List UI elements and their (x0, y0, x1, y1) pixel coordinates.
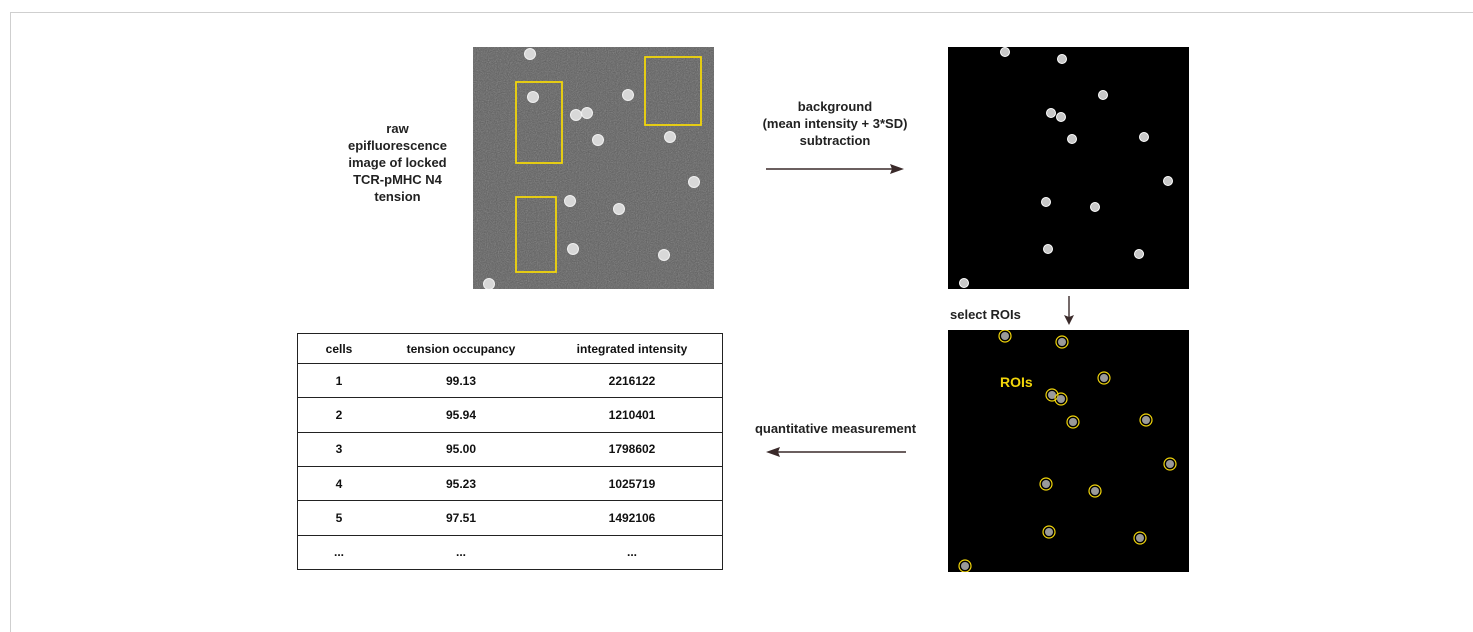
cell-spot (564, 195, 576, 207)
cell-spot (1069, 418, 1077, 426)
right-arrow-icon (766, 164, 904, 174)
cell-spot (524, 48, 536, 60)
header-integrated-intensity: integrated intensity (542, 333, 723, 364)
results-table: cells tension occupancy integrated inten… (297, 333, 723, 570)
cell-spot (1067, 134, 1077, 144)
cell-spot (622, 89, 634, 101)
cell-spot (1142, 416, 1150, 424)
background-subtracted-image (948, 47, 1189, 289)
cell-spot (1001, 332, 1009, 340)
background-roi-box-top-right (644, 56, 702, 126)
cell-spot (613, 203, 625, 215)
left-arrow-icon (766, 447, 906, 457)
rois-annotation: ROIs (1000, 374, 1033, 390)
cell-spot (592, 134, 604, 146)
roi-outline (1045, 388, 1059, 402)
roi-outline (1055, 335, 1069, 349)
cell-spot (1048, 391, 1056, 399)
cell-spot (688, 176, 700, 188)
cell-spot (1090, 202, 1100, 212)
cell-spot (1100, 374, 1108, 382)
cell-tension-occupancy: 97.51 (380, 500, 542, 536)
figure-frame (10, 12, 1473, 632)
cell-spot (1098, 90, 1108, 100)
cell-spot (1166, 460, 1174, 468)
cell-spot (1139, 132, 1149, 142)
table-row: ... ... ... (298, 535, 723, 569)
cell-spot (1056, 112, 1066, 122)
table-row: 4 95.23 1025719 (297, 466, 723, 502)
select-rois-label: select ROIs (950, 307, 1021, 322)
roi-outline (1042, 525, 1056, 539)
background-roi-box-bottom-left (515, 196, 557, 273)
cell-spot (1163, 176, 1173, 186)
cell-integrated-intensity: 2216122 (542, 363, 723, 399)
cell-spot (581, 107, 593, 119)
roi-outline (1088, 484, 1102, 498)
background-subtraction-label: background (mean intensity + 3*SD) subtr… (760, 98, 910, 149)
cell-tension-occupancy: 99.13 (380, 363, 542, 399)
cell-spot (570, 109, 582, 121)
cell-spot (1136, 534, 1144, 542)
cell-spot (1057, 54, 1067, 64)
background-roi-box-top-left (515, 81, 563, 164)
raw-epifluorescence-image (473, 47, 714, 289)
cell-spot (1091, 487, 1099, 495)
cell-spot (1057, 395, 1065, 403)
cell-spot (1042, 480, 1050, 488)
cell-spot (1134, 249, 1144, 259)
header-cells: cells (297, 333, 380, 364)
cell-spot (1043, 244, 1053, 254)
cell-spot (1046, 108, 1056, 118)
cell-id: 4 (297, 466, 380, 502)
table-row: 1 99.13 2216122 (297, 363, 723, 399)
background-label-line2: (mean intensity + 3*SD) (762, 116, 908, 131)
roi-image (948, 330, 1189, 572)
cell-tension-occupancy: 95.23 (380, 466, 542, 502)
cell-integrated-intensity: 1492106 (542, 500, 723, 536)
roi-outline (1163, 457, 1177, 471)
cell-spot (1045, 528, 1053, 536)
down-arrow-icon (1064, 296, 1074, 325)
background-label-line3: subtraction (799, 133, 871, 148)
cell-spot (1058, 338, 1066, 346)
roi-outline (1054, 392, 1068, 406)
cell-spot (959, 278, 969, 288)
raw-image-label: raw epifluorescence image of locked TCR-… (348, 121, 447, 204)
quantitative-measurement-label: quantitative measurement (754, 421, 917, 436)
cell-id: ... (333, 545, 344, 560)
table-row: 5 97.51 1492106 (297, 500, 723, 536)
cell-spot (1041, 197, 1051, 207)
table-row: 3 95.00 1798602 (297, 432, 723, 467)
cell-integrated-intensity: 1025719 (542, 466, 723, 502)
cell-spot (483, 278, 495, 289)
cell-spot (1000, 47, 1010, 57)
header-tension-occupancy: tension occupancy (380, 333, 542, 364)
cell-spot (567, 243, 579, 255)
roi-outline (1039, 477, 1053, 491)
cell-integrated-intensity: ... (626, 545, 637, 560)
table-row: 2 95.94 1210401 (297, 397, 723, 433)
cell-tension-occupancy: 95.00 (380, 432, 542, 467)
cell-spot (527, 91, 539, 103)
roi-outline (1066, 415, 1080, 429)
roi-outline (958, 559, 972, 572)
roi-outline (998, 330, 1012, 343)
roi-outline (1139, 413, 1153, 427)
table-header-row: cells tension occupancy integrated inten… (297, 333, 723, 364)
cell-integrated-intensity: 1798602 (542, 432, 723, 467)
roi-outline (1133, 531, 1147, 545)
cell-spot (961, 562, 969, 570)
background-label-line1: background (797, 99, 873, 114)
cell-spot (658, 249, 670, 261)
cell-tension-occupancy: 95.94 (380, 397, 542, 433)
cell-id: 5 (297, 500, 380, 536)
cell-id: 2 (297, 397, 380, 433)
roi-outline (1097, 371, 1111, 385)
cell-id: 1 (297, 363, 380, 399)
cell-spot (664, 131, 676, 143)
cell-tension-occupancy: ... (455, 545, 466, 560)
cell-id: 3 (297, 432, 380, 467)
cell-integrated-intensity: 1210401 (542, 397, 723, 433)
